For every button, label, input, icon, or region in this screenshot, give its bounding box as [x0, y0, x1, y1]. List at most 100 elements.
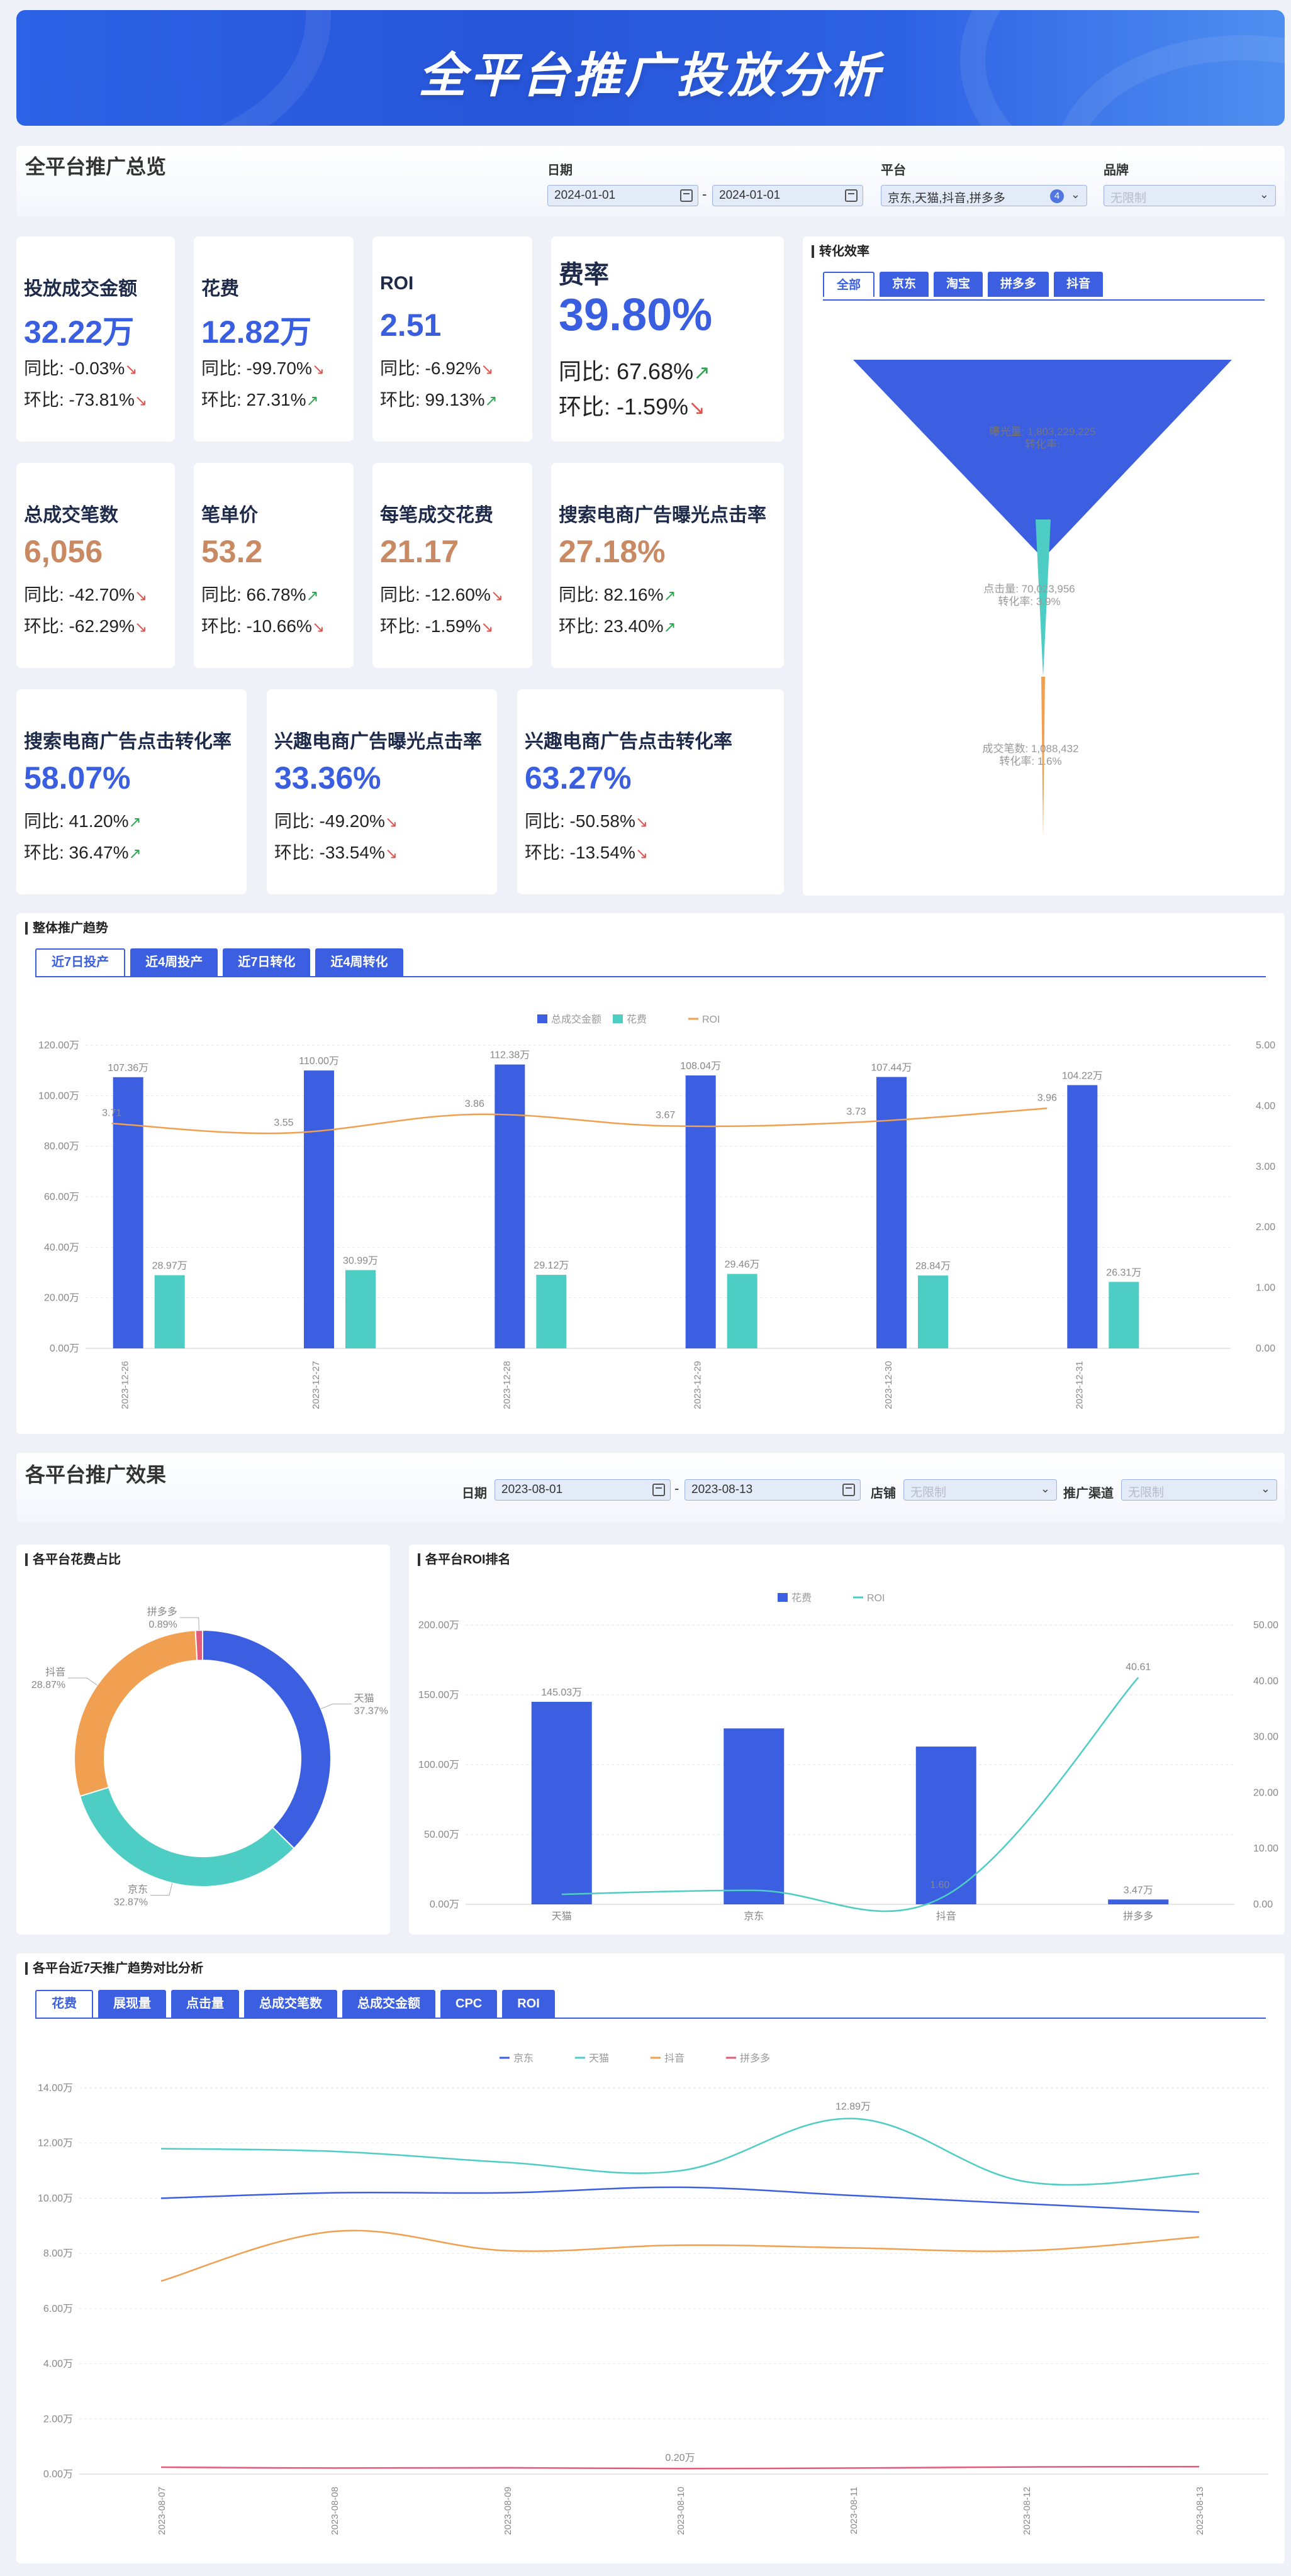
date-start-value: 2024-01-01	[554, 189, 616, 202]
platform-date-end-input[interactable]: 2023-08-13	[685, 1479, 861, 1501]
roi-label: 3.55	[274, 1118, 293, 1128]
tab-1[interactable]: 展现量	[98, 1990, 166, 2018]
trend-up-icon: ↗	[693, 361, 710, 384]
y-tick-label: 50.00万	[424, 1829, 459, 1840]
chevron-down-icon: ⌄	[1260, 1482, 1270, 1495]
platform-header: 各平台推广效果 日期 2023-08-01 - 2023-08-13 店铺 无限…	[16, 1453, 1285, 1522]
platform-date-start-value: 2023-08-01	[501, 1483, 563, 1496]
tab-5[interactable]: CPC	[440, 1990, 498, 2018]
trend-down-icon: ↘	[635, 845, 648, 862]
trend-up-icon: ↗	[663, 587, 676, 604]
kpi-title: 费率	[559, 261, 609, 289]
shop-select[interactable]: 无限制 ⌄	[903, 1479, 1057, 1501]
bar-label: 3.47万	[1124, 1885, 1153, 1896]
date-end-input[interactable]: 2024-01-01	[712, 185, 863, 206]
tab-4[interactable]: 总成交金额	[342, 1990, 435, 2018]
bar-label: 112.38万	[489, 1050, 530, 1061]
series-line	[160, 2118, 1200, 2186]
y2-tick-label: 10.00	[1253, 1843, 1278, 1854]
funnel-stage-clicks	[1036, 519, 1051, 677]
y2-tick-label: 20.00	[1253, 1787, 1278, 1798]
bar-label: 28.97万	[152, 1261, 187, 1272]
legend-label: 天猫	[589, 2053, 609, 2064]
tab-0[interactable]: 花费	[35, 1990, 93, 2018]
funnel-label-orders: 成交笔数: 1,088,432	[982, 743, 1078, 755]
platform-date-start-input[interactable]: 2023-08-01	[495, 1479, 671, 1501]
kpi-title: 搜索电商广告点击转化率	[24, 731, 232, 752]
kpi-value: 12.82万	[201, 314, 312, 350]
kpi-title: 搜索电商广告曝光点击率	[559, 505, 766, 526]
donut-leader	[150, 1883, 173, 1896]
bar-deal-amount	[1067, 1085, 1098, 1348]
tab-2[interactable]: 近7日转化	[223, 948, 311, 976]
kpi-yoy: 同比: 82.16%↗	[559, 581, 676, 606]
tab-3[interactable]: 拼多多	[988, 272, 1049, 297]
bar-deal-amount	[685, 1075, 716, 1348]
trend-tabs: 近7日投产 近4周投产 近7日转化 近4周转化	[35, 948, 403, 976]
kpi-mom: 环比: -73.81%↘	[24, 386, 147, 411]
trend-tab-underline	[35, 976, 1266, 977]
tab-6[interactable]: ROI	[502, 1990, 555, 2018]
trend-down-icon: ↘	[134, 587, 147, 604]
kpi-change-text: 同比: -12.60%	[380, 585, 491, 604]
kpi-yoy: 同比: -49.20%↘	[274, 808, 398, 833]
kpi-title: 总成交笔数	[24, 505, 118, 526]
tab-3[interactable]: 总成交笔数	[244, 1990, 337, 2018]
tab-0[interactable]: 全部	[823, 272, 875, 297]
tab-0[interactable]: 近7日投产	[35, 948, 126, 976]
x-tick-label: 2023-12-28	[501, 1361, 512, 1409]
platform-select[interactable]: 京东,天猫,抖音,拼多多 4 ⌄	[881, 185, 1087, 206]
trend-down-icon: ↘	[635, 814, 648, 831]
kpi-mom: 环比: -13.54%↘	[525, 839, 648, 864]
y-tick-label: 200.00万	[418, 1620, 459, 1631]
y-tick-label: 0.00万	[43, 2469, 73, 2480]
kpi-mom: 环比: -62.29%↘	[24, 613, 147, 638]
legend-label: ROI	[702, 1014, 720, 1025]
channel-select[interactable]: 无限制 ⌄	[1121, 1479, 1277, 1501]
y-tick-label: 2.00万	[43, 2414, 73, 2424]
calendar-icon	[652, 1484, 665, 1496]
trend-down-icon: ↘	[384, 845, 398, 862]
kpi-yoy: 同比: -99.70%↘	[201, 355, 325, 380]
donut-category-label: 抖音	[45, 1667, 65, 1678]
x-tick-label: 抖音	[936, 1911, 956, 1922]
x-tick-label: 2023-08-13	[1195, 2487, 1205, 2535]
bar-spend	[531, 1702, 592, 1904]
brand-select[interactable]: 无限制 ⌄	[1104, 185, 1276, 206]
x-tick-label: 2023-12-27	[311, 1361, 321, 1409]
roi-line	[111, 1108, 1048, 1135]
legend-label: 拼多多	[740, 2053, 770, 2064]
kpi-mom: 环比: 99.13%↗	[380, 386, 498, 411]
kpi-yoy: 同比: -42.70%↘	[24, 581, 147, 606]
bar-label: 107.44万	[871, 1062, 912, 1073]
kpi-title: 每笔成交花费	[380, 505, 493, 526]
tab-1[interactable]: 近4周投产	[130, 948, 218, 976]
kpi-change-text: 环比: -62.29%	[24, 616, 135, 636]
kpi-title: 投放成交金额	[24, 279, 137, 299]
tab-2[interactable]: 点击量	[171, 1990, 239, 2018]
kpi-change-text: 环比: -10.66%	[201, 616, 312, 636]
y2-tick-label: 50.00	[1253, 1620, 1278, 1631]
tab-4[interactable]: 抖音	[1054, 272, 1104, 297]
bar-label: 30.99万	[343, 1256, 378, 1267]
kpi-card: 兴趣电商广告点击转化率 63.27% 同比: -50.58%↘ 环比: -13.54%…	[517, 689, 784, 894]
y-tick-label: 6.00万	[43, 2304, 73, 2314]
date-start-input[interactable]: 2024-01-01	[547, 185, 698, 206]
tab-2[interactable]: 淘宝	[934, 272, 983, 297]
donut-slice	[79, 1786, 295, 1887]
overview-header: 全平台推广总览 日期 2024-01-01 - 2024-01-01 平台 京东…	[16, 146, 1285, 216]
min-label: 0.20万	[665, 2453, 695, 2463]
date-end-value: 2024-01-01	[719, 189, 781, 202]
platform-count-badge: 4	[1050, 189, 1064, 203]
overview-title: 全平台推广总览	[25, 155, 167, 178]
tab-1[interactable]: 京东	[880, 272, 929, 297]
x-tick-label: 京东	[744, 1911, 764, 1922]
y-tick-label: 100.00万	[38, 1091, 79, 1101]
tab-3[interactable]: 近4周转化	[315, 948, 403, 976]
trend-title: 整体推广趋势	[25, 922, 108, 935]
kpi-change-text: 环比: 36.47%	[24, 843, 129, 862]
bar-deal-amount	[304, 1070, 334, 1348]
kpi-yoy: 同比: 67.68%↗	[559, 353, 710, 386]
x-tick-label: 拼多多	[1123, 1911, 1153, 1922]
kpi-card: 总成交笔数 6,056 同比: -42.70%↘ 环比: -62.29%↘	[16, 463, 175, 668]
